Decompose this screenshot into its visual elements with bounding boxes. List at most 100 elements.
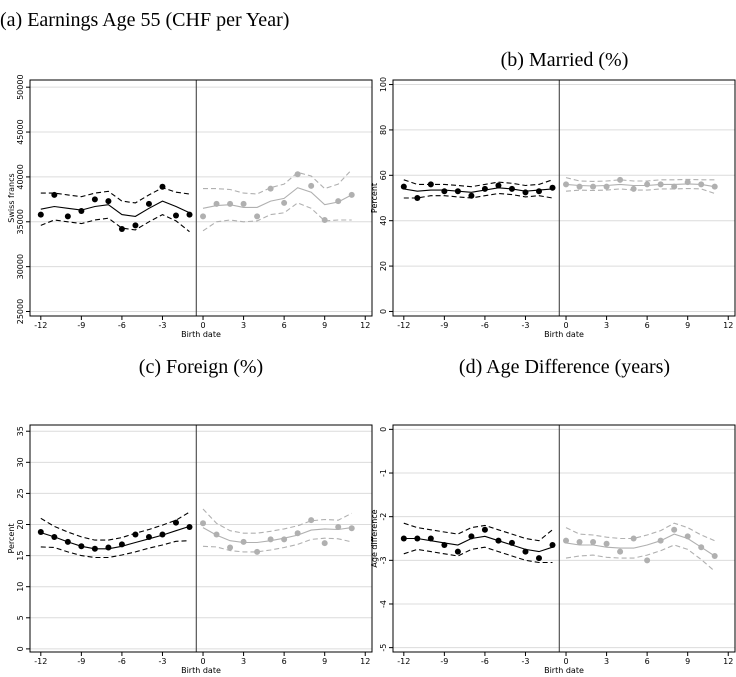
data-point	[441, 188, 448, 195]
x-tick-label: 9	[685, 321, 690, 330]
data-point	[468, 192, 475, 199]
x-tick-label: 0	[563, 321, 568, 330]
ci-line	[40, 187, 190, 204]
ci-line	[565, 187, 715, 195]
data-point	[617, 548, 624, 555]
y-tick-label: 35	[16, 426, 25, 436]
fit-line	[40, 200, 190, 217]
x-tick-label: 12	[360, 657, 370, 666]
y-tick-label: 100	[379, 77, 388, 92]
y-tick-label: 80	[379, 125, 388, 135]
y-tick-label: 60	[379, 170, 388, 180]
ci-line	[403, 546, 553, 564]
data-point	[590, 538, 597, 545]
data-point	[132, 222, 139, 229]
y-tick-label: 35000	[16, 209, 25, 234]
y-axis-label: Swiss francs	[7, 173, 16, 222]
x-tick-label: -12	[397, 321, 410, 330]
x-tick-label: 0	[563, 657, 568, 666]
fit-line	[202, 187, 352, 209]
ci-line	[40, 511, 190, 541]
fit-line	[40, 525, 190, 550]
x-tick-label: -9	[440, 657, 448, 666]
data-point	[281, 199, 288, 206]
fit-line	[403, 187, 553, 193]
data-point	[576, 538, 583, 545]
data-point	[603, 183, 610, 190]
data-point	[105, 544, 112, 551]
x-tick-label: -12	[397, 657, 410, 666]
x-tick-label: 3	[241, 657, 246, 666]
ci-line	[403, 179, 553, 188]
data-point	[200, 213, 207, 220]
x-tick-label: -9	[77, 321, 85, 330]
data-point	[240, 538, 247, 545]
data-point	[603, 540, 610, 547]
data-point	[172, 212, 179, 219]
y-tick-label: -4	[379, 600, 388, 608]
y-tick-label: 50000	[16, 74, 25, 99]
data-point	[186, 211, 193, 218]
data-point	[617, 176, 624, 183]
ci-line	[202, 202, 352, 232]
y-axis-label: Percent	[7, 523, 16, 553]
data-point	[522, 189, 529, 196]
chart-title: (b) Married (%)	[500, 49, 629, 71]
x-tick-label: -3	[158, 321, 166, 330]
y-tick-label: 30	[16, 457, 25, 467]
y-tick-label: 45000	[16, 119, 25, 144]
x-tick-label: 3	[604, 321, 609, 330]
y-tick-label: -5	[379, 644, 388, 652]
data-point	[335, 523, 342, 530]
y-tick-label: 0	[379, 309, 388, 314]
data-point	[414, 195, 421, 201]
x-tick-label: -6	[118, 321, 126, 330]
y-tick-label: 0	[379, 427, 388, 432]
ci-line	[403, 192, 553, 199]
data-point	[348, 525, 355, 532]
data-point	[590, 183, 597, 190]
data-point	[321, 216, 328, 223]
y-tick-label: 20	[379, 261, 388, 271]
data-point	[172, 519, 179, 526]
data-point	[644, 557, 651, 564]
data-point	[254, 213, 261, 220]
data-point	[348, 191, 355, 198]
fit-line	[202, 527, 352, 544]
y-tick-label: 25000	[16, 299, 25, 324]
chart-title: (d) Age Difference (years)	[458, 356, 671, 378]
x-tick-label: -12	[34, 657, 47, 666]
ci-line	[40, 213, 190, 233]
x-tick-label: 6	[282, 657, 287, 666]
data-point	[671, 183, 678, 190]
data-point	[267, 185, 274, 192]
y-tick-label: -1	[379, 469, 388, 477]
data-point	[671, 526, 678, 533]
y-tick-label: 30000	[16, 254, 25, 279]
y-tick-label: 10	[16, 582, 25, 592]
x-tick-label: 6	[645, 321, 650, 330]
x-axis-label: Birth date	[181, 330, 221, 339]
data-point	[267, 536, 274, 543]
data-point	[105, 198, 112, 205]
data-point	[132, 531, 139, 538]
ci-line	[40, 540, 190, 559]
data-point	[481, 185, 488, 192]
data-point	[78, 208, 85, 215]
plot-frame	[392, 424, 736, 653]
ci-line	[565, 544, 716, 572]
x-tick-label: -3	[521, 321, 529, 330]
plot-frame	[392, 79, 736, 317]
data-point	[711, 183, 718, 190]
x-tick-label: 0	[200, 321, 205, 330]
ci-line	[202, 537, 352, 553]
x-axis-label: Birth date	[544, 666, 584, 675]
data-point	[400, 183, 407, 190]
x-axis-label: Birth date	[544, 330, 584, 339]
data-point	[254, 548, 261, 555]
ci-line	[565, 177, 715, 182]
x-tick-label: 0	[200, 657, 205, 666]
data-point	[294, 171, 301, 178]
plot-frame	[29, 79, 373, 317]
x-tick-label: -3	[158, 657, 166, 666]
